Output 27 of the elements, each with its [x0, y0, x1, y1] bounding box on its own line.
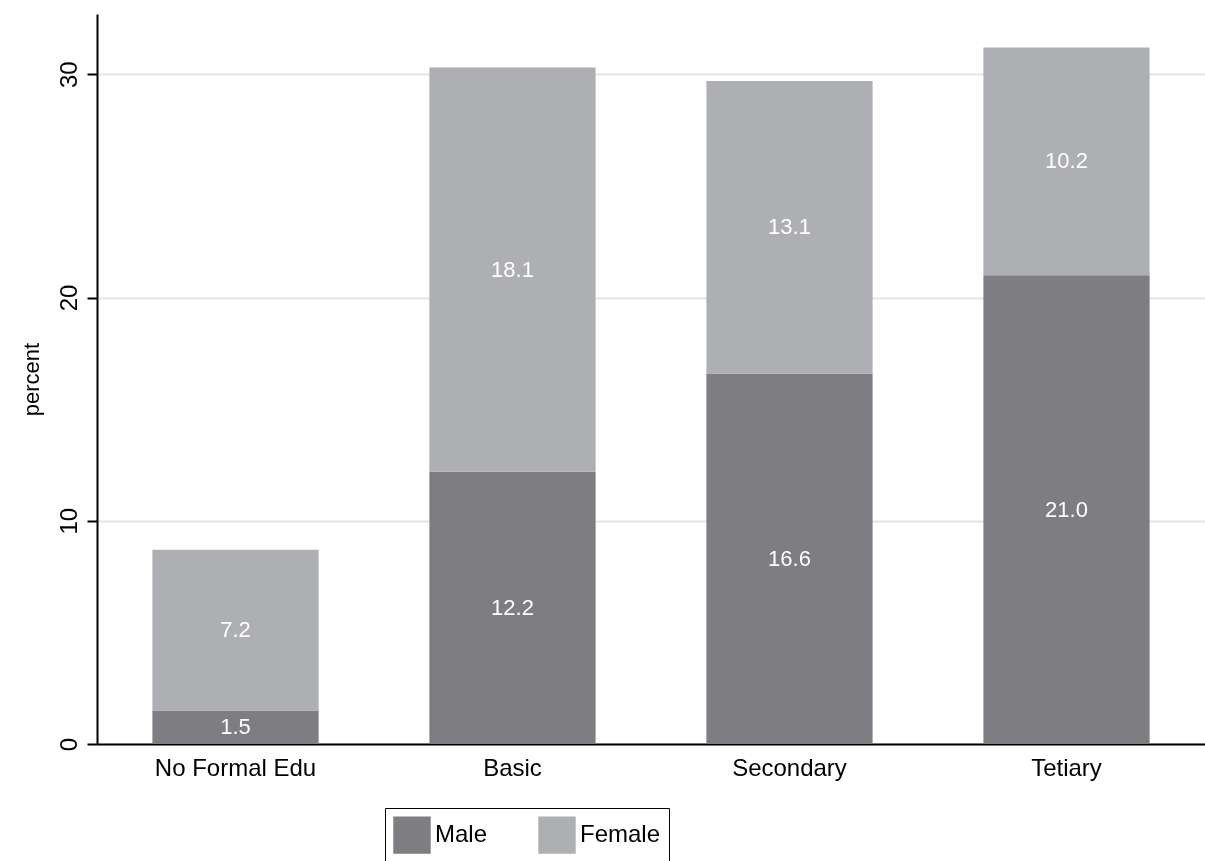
data-label: 13.1 [768, 214, 811, 240]
y-tick-label: 20 [54, 284, 82, 312]
data-label: 12.2 [491, 594, 534, 620]
data-label: 16.6 [768, 545, 811, 571]
data-label: 18.1 [491, 256, 534, 282]
bar [983, 47, 1150, 276]
y-tick-label: 30 [54, 61, 82, 89]
y-tick-label: 0 [54, 737, 82, 752]
bar [706, 373, 873, 744]
bar [152, 710, 319, 744]
y-tick-label: 10 [54, 507, 82, 535]
bar [429, 471, 596, 744]
bar [152, 549, 319, 711]
bar [429, 67, 596, 472]
data-label: 7.2 [220, 617, 251, 643]
x-tick-label: Basic [483, 753, 542, 781]
y-axis-title: percent [18, 342, 44, 417]
data-label: 1.5 [220, 714, 251, 740]
legend-label: Female [580, 820, 661, 848]
data-label: 21.0 [1045, 496, 1088, 522]
bar [983, 275, 1150, 744]
legend-label: Male [435, 820, 488, 848]
data-label: 10.2 [1045, 148, 1088, 174]
x-tick-label: Secondary [732, 753, 847, 781]
x-tick-label: No Formal Edu [154, 753, 317, 781]
x-tick-label: Tetiary [1031, 753, 1102, 781]
bar [706, 80, 873, 374]
